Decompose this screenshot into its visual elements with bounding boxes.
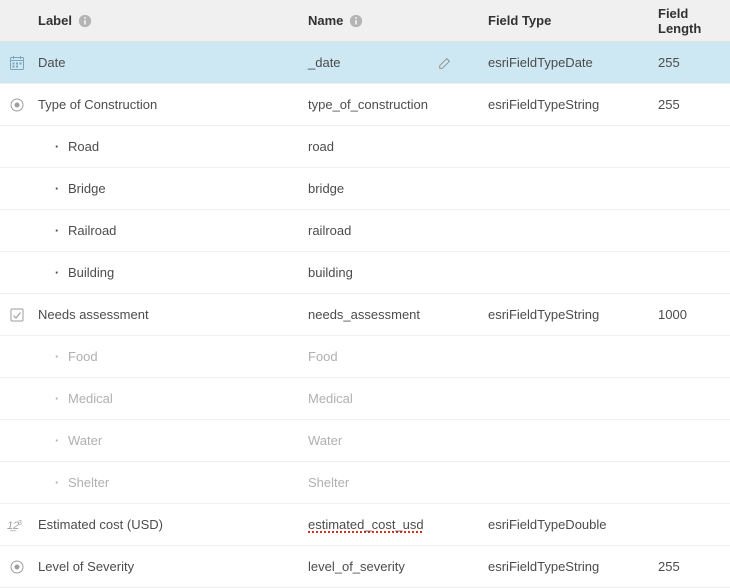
field-label: Date xyxy=(38,55,65,70)
field-name: level_of_severity xyxy=(308,559,405,574)
field-type: esriFieldTypeString xyxy=(488,559,599,574)
option-name: railroad xyxy=(308,223,351,238)
option-name: road xyxy=(308,139,334,154)
field-row[interactable]: Type of Construction type_of_construction… xyxy=(0,84,730,126)
field-length: 255 xyxy=(658,97,680,112)
header-label-text: Label xyxy=(38,13,72,28)
field-type: esriFieldTypeDouble xyxy=(488,517,607,532)
header-type[interactable]: Field Type xyxy=(488,13,658,28)
header-type-text: Field Type xyxy=(488,13,551,28)
field-type: esriFieldTypeString xyxy=(488,307,599,322)
field-option-row[interactable]: · Food Food xyxy=(0,336,730,378)
numeric-icon: 1̲23 xyxy=(0,517,34,533)
field-type: esriFieldTypeString xyxy=(488,97,599,112)
radio-icon xyxy=(0,97,34,113)
option-label: Building xyxy=(68,265,114,280)
field-length: 1000 xyxy=(658,307,687,322)
header-length[interactable]: Field Length xyxy=(658,6,730,36)
field-label: Needs assessment xyxy=(38,307,149,322)
bullet-icon: · xyxy=(52,223,62,238)
option-name: Food xyxy=(308,349,338,364)
header-name[interactable]: Name xyxy=(308,13,488,28)
option-name: Water xyxy=(308,433,342,448)
bullet-icon: · xyxy=(52,265,62,280)
svg-text:3: 3 xyxy=(18,520,22,527)
field-length: 255 xyxy=(658,55,680,70)
bullet-icon: · xyxy=(52,475,62,490)
option-label: Food xyxy=(68,349,98,364)
field-row[interactable]: Date _date esriFieldTypeDate 255 xyxy=(0,42,730,84)
option-name: Medical xyxy=(308,391,353,406)
field-option-row[interactable]: · Water Water xyxy=(0,420,730,462)
field-length: 255 xyxy=(658,559,680,574)
date-icon xyxy=(0,55,34,71)
option-name: building xyxy=(308,265,353,280)
radio-icon xyxy=(0,559,34,575)
bullet-icon: · xyxy=(52,139,62,154)
field-label: Estimated cost (USD) xyxy=(38,517,163,532)
field-name: needs_assessment xyxy=(308,307,420,322)
field-type: esriFieldTypeDate xyxy=(488,55,593,70)
info-icon[interactable] xyxy=(349,14,363,28)
bullet-icon: · xyxy=(52,391,62,406)
bullet-icon: · xyxy=(52,181,62,196)
field-row[interactable]: Level of Severity level_of_severity esriFi… xyxy=(0,546,730,588)
option-label: Railroad xyxy=(68,223,116,238)
field-option-row[interactable]: · Shelter Shelter xyxy=(0,462,730,504)
option-name: bridge xyxy=(308,181,344,196)
checkbox-icon xyxy=(0,307,34,323)
option-label: Road xyxy=(68,139,99,154)
info-icon[interactable] xyxy=(78,14,92,28)
field-option-row[interactable]: · Railroad railroad xyxy=(0,210,730,252)
field-option-row[interactable]: · Building building xyxy=(0,252,730,294)
option-label: Shelter xyxy=(68,475,109,490)
bullet-icon: · xyxy=(52,349,62,364)
field-label: Type of Construction xyxy=(38,97,157,112)
field-name: type_of_construction xyxy=(308,97,428,112)
field-label: Level of Severity xyxy=(38,559,134,574)
option-label: Bridge xyxy=(68,181,106,196)
field-option-row[interactable]: · Bridge bridge xyxy=(0,168,730,210)
header-length-text: Field Length xyxy=(658,6,730,36)
field-option-row[interactable]: · Road road xyxy=(0,126,730,168)
field-option-row[interactable]: · Medical Medical xyxy=(0,378,730,420)
field-name: _date xyxy=(308,55,341,70)
bullet-icon: · xyxy=(52,433,62,448)
option-label: Water xyxy=(68,433,102,448)
header-name-text: Name xyxy=(308,13,343,28)
pencil-icon[interactable] xyxy=(438,56,452,70)
field-name: estimated_cost_usd xyxy=(308,517,424,533)
option-label: Medical xyxy=(68,391,113,406)
table-header: Label Name Field Type Field Length xyxy=(0,0,730,42)
field-row[interactable]: 1̲23 Estimated cost (USD) estimated_cost_u… xyxy=(0,504,730,546)
field-row[interactable]: Needs assessment needs_assessment esriFiel… xyxy=(0,294,730,336)
option-name: Shelter xyxy=(308,475,349,490)
header-label[interactable]: Label xyxy=(34,13,308,28)
